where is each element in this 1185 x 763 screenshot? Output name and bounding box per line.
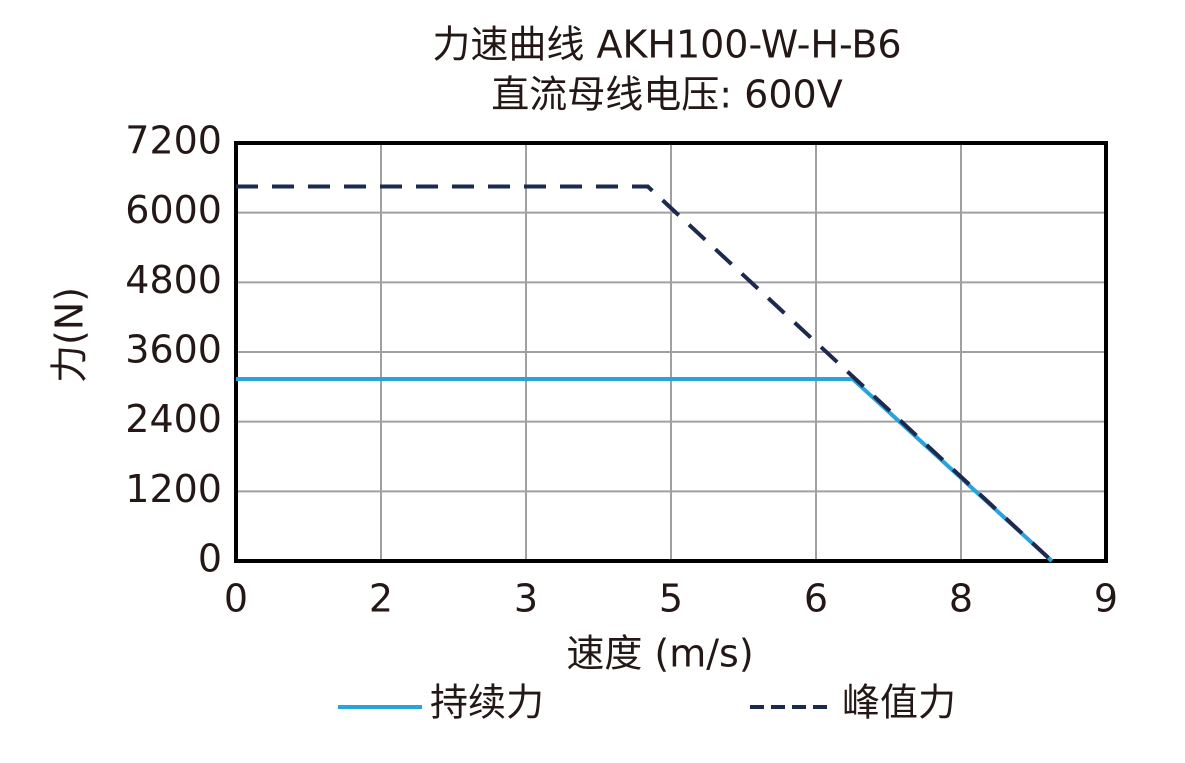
y-tick-label: 4800 <box>125 258 222 302</box>
x-tick-label: 6 <box>804 577 828 621</box>
y-tick-label: 1200 <box>125 467 222 511</box>
data-line <box>236 184 1054 563</box>
x-axis-label: 速度 (m/s) <box>566 632 753 676</box>
y-tick-label: 2400 <box>125 397 222 441</box>
y-axis-label: 力(N) <box>48 287 92 383</box>
plot-frame <box>234 141 1108 563</box>
x-tick-label: 0 <box>224 577 248 621</box>
chart-title: 力速曲线 AKH100-W-H-B6 <box>432 23 901 67</box>
y-tick-label: 0 <box>198 537 222 581</box>
x-tick-label: 5 <box>659 577 683 621</box>
y-tick-label: 6000 <box>125 188 222 232</box>
x-tick-label: 3 <box>514 577 538 621</box>
y-tick-label: 7200 <box>125 119 222 163</box>
legend-label: 峰值力 <box>842 681 956 725</box>
x-tick-label: 9 <box>1094 577 1118 621</box>
x-tick-label: 2 <box>369 577 393 621</box>
x-tick-label: 8 <box>949 577 973 621</box>
chart-subtitle: 直流母线电压: 600V <box>491 73 842 117</box>
data-line <box>236 376 1054 563</box>
y-tick-label: 3600 <box>125 328 222 372</box>
legend-label: 持续力 <box>430 681 544 725</box>
